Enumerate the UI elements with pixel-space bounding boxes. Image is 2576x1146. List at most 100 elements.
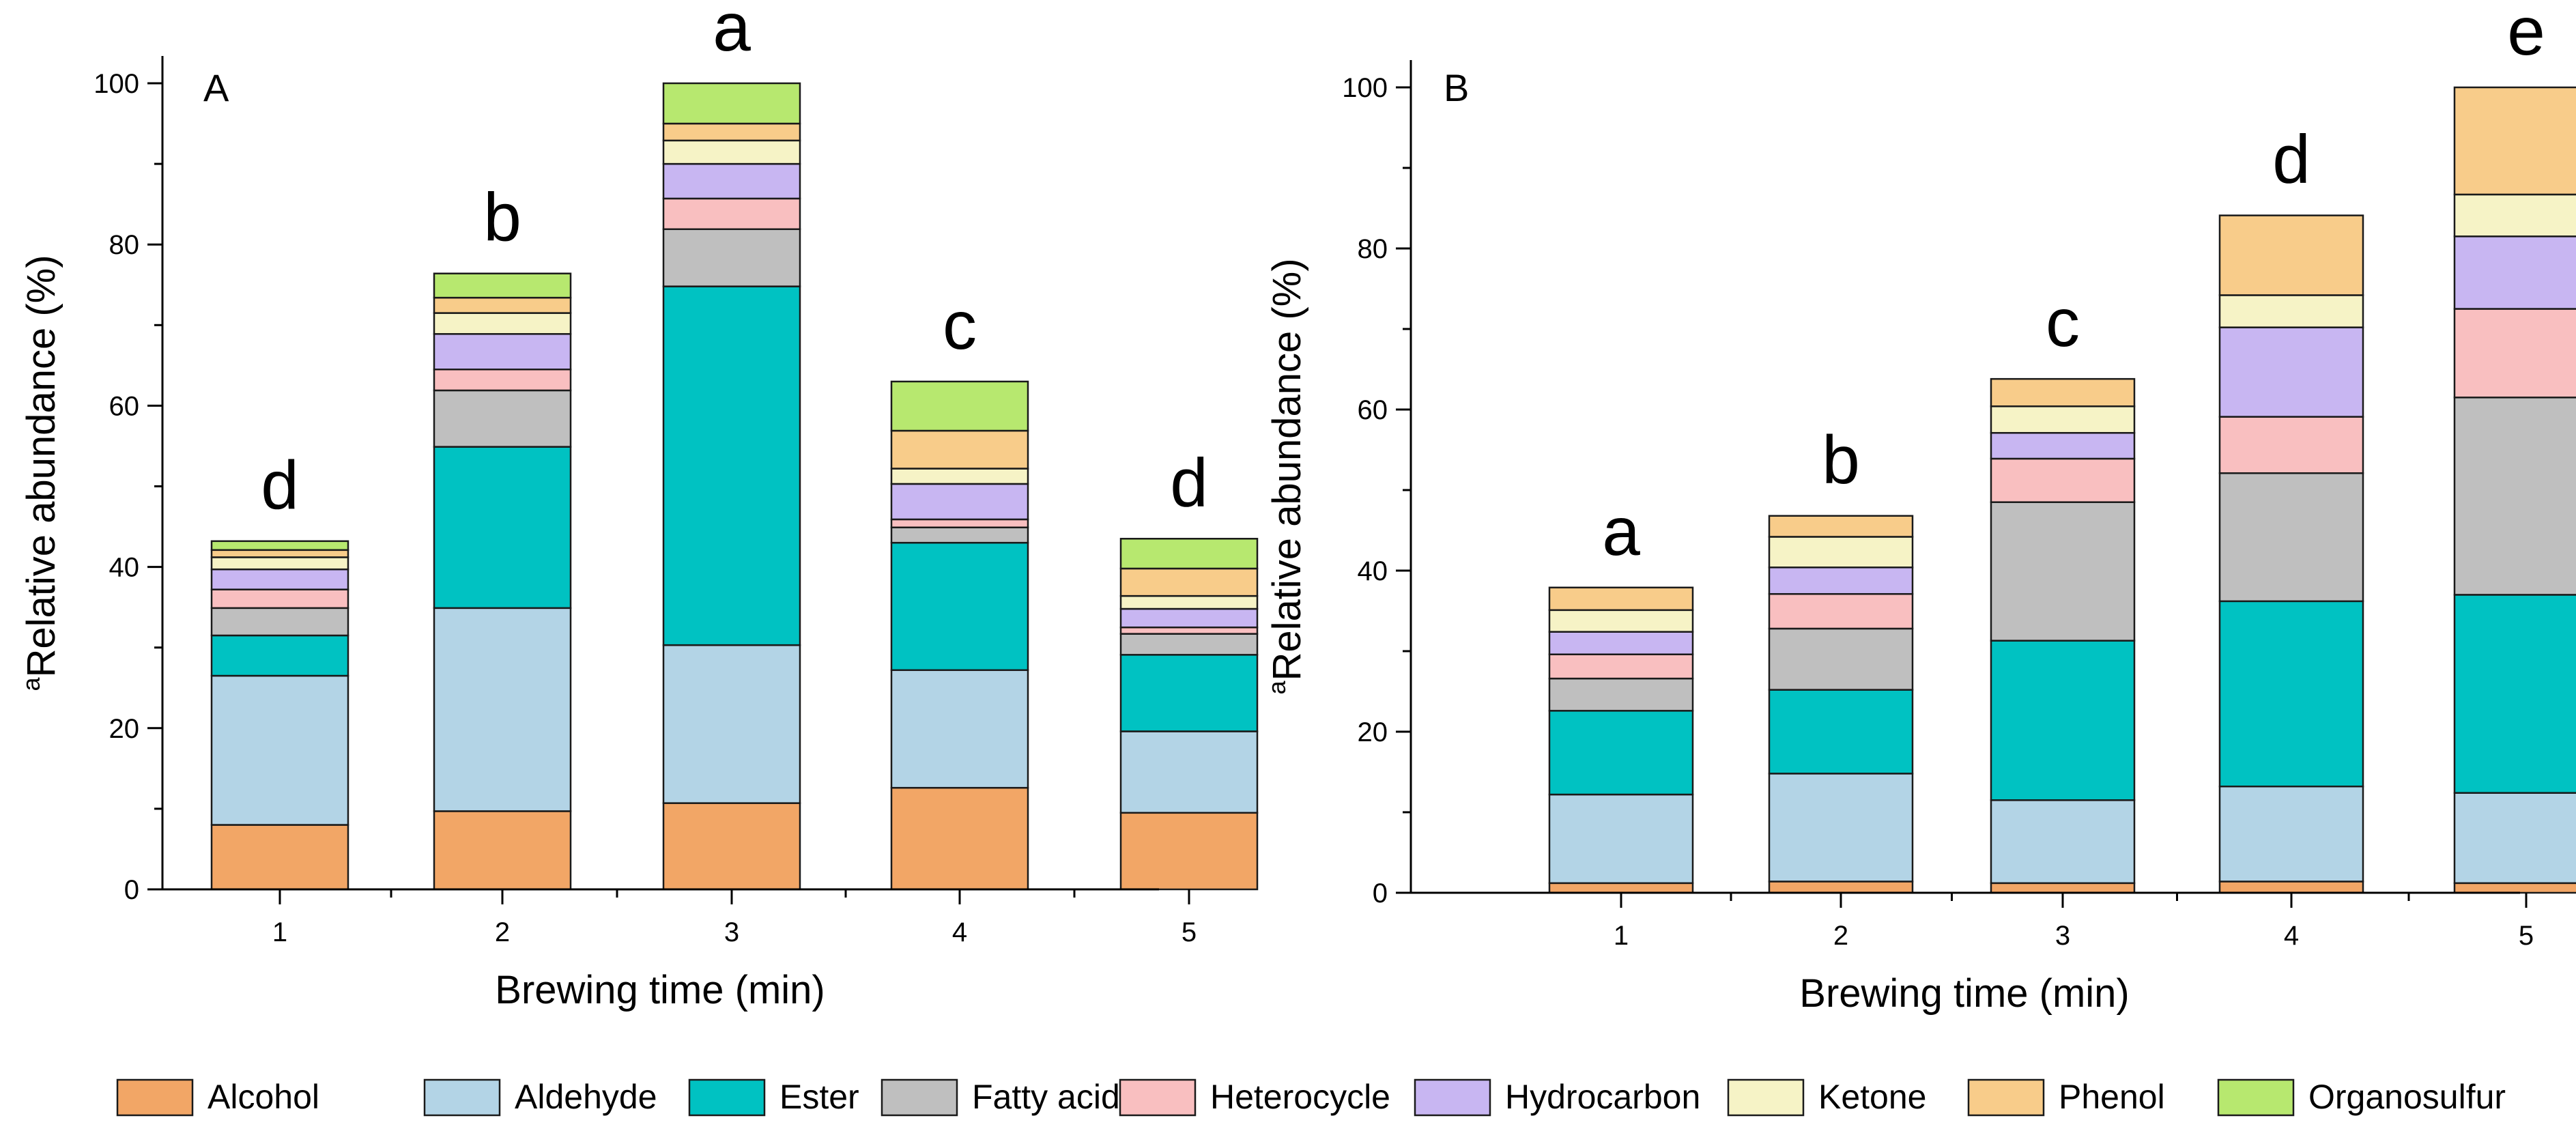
panel-a-bar-4-alcohol	[890, 786, 1029, 891]
panel-a-bar-2-heterocycle	[433, 369, 572, 392]
panel-b-bar-5-ester	[2453, 594, 2576, 794]
panel-a-bar-5-ester	[1119, 654, 1259, 732]
panel-b-bar-5-alcohol	[2453, 882, 2576, 894]
legend-label-fatty-acid: Fatty acid	[972, 1078, 1120, 1116]
panel-b-bars: a b c d e	[1548, 0, 2576, 894]
panel-a-bar-5-aldehyde	[1119, 730, 1259, 814]
panel-a-bar-4-fatty-acid	[890, 526, 1029, 544]
panel-a-ytick-label-0: 0	[124, 875, 139, 905]
panel-a-bar-2-organosulfur	[433, 272, 572, 299]
panel-a-xtick-label-3: 3	[724, 917, 739, 947]
panel-b-y-title-superscript: a	[1263, 681, 1291, 695]
panel-b-y-title-text: Relative abundance (%)	[1265, 258, 1309, 681]
panel-b-xtick-label-2: 2	[1833, 921, 1848, 951]
panel-b-ytick-label-20: 20	[1358, 717, 1388, 747]
panel-b-bar-2-hydrocarbon	[1768, 567, 1914, 595]
panel-a-bar-3-ester	[662, 285, 801, 646]
panel-b-sig-letter-5: e	[2507, 0, 2545, 70]
panel-a-y-title-superscript: a	[17, 677, 45, 691]
panel-b-bar-3-hydrocarbon	[1990, 431, 2136, 460]
panel-a-bar-2-fatty-acid	[433, 389, 572, 448]
legend-label-phenol: Phenol	[2059, 1078, 2165, 1116]
panel-b-sig-letter-3: c	[2046, 285, 2080, 361]
panel-a-bar-4-phenol	[890, 429, 1029, 470]
panel-a-bar-1-fatty-acid	[210, 607, 349, 637]
legend-swatch-fatty-acid	[881, 1078, 958, 1117]
legend-label-alcohol: Alcohol	[207, 1078, 319, 1116]
panel-b-bar-2-alcohol	[1768, 880, 1914, 894]
panel-a-bar-3-phenol	[662, 122, 801, 142]
panel-b-bar-1-ketone	[1548, 609, 1694, 633]
panel-a-bar-4-hydrocarbon	[890, 483, 1029, 521]
panel-b-bar-1-phenol	[1548, 586, 1694, 612]
legend-swatch-ester	[688, 1078, 766, 1117]
panel-a-bar-4-ester	[890, 541, 1029, 672]
panel-b-bar-5-ketone	[2453, 193, 2576, 238]
panel-a-bar-5-ketone	[1119, 595, 1259, 610]
panel-b-bar-5-aldehyde	[2453, 792, 2576, 885]
panel-a-bar-2-ketone	[433, 312, 572, 335]
panel-a-bar-1-organosulfur	[210, 540, 349, 551]
panel-a-ytick-label-40: 40	[109, 553, 140, 583]
panel-b-bar-3-phenol	[1990, 377, 2136, 407]
panel-a-xtick-label-5: 5	[1182, 917, 1197, 947]
panel-b-xtick-label-5: 5	[2519, 921, 2534, 951]
panel-b-ytick-label-100: 100	[1342, 73, 1388, 103]
panel-b-bar-5-hydrocarbon	[2453, 235, 2576, 310]
legend-swatch-phenol	[1967, 1078, 2045, 1117]
legend: Alcohol Aldehyde Ester Fatty acid Heterocycl…	[116, 1078, 2506, 1117]
panel-a-bar-3-organosulfur	[662, 82, 801, 125]
panel-b-xtick-label-1: 1	[1614, 921, 1629, 951]
panel-b-bar-3-ketone	[1990, 405, 2136, 434]
panel-b-label: B	[1444, 66, 1469, 109]
panel-b-bar-3-ester	[1990, 640, 2136, 801]
panel-b-bar-4-ketone	[2218, 294, 2364, 328]
panel-b-bar-1-alcohol	[1548, 882, 1694, 894]
panel-b-xtick-label-3: 3	[2055, 921, 2070, 951]
panel-b-bar-5-fatty-acid	[2453, 397, 2576, 596]
panel-a-bar-2-phenol	[433, 296, 572, 314]
panel-a-bar-4-organosulfur	[890, 380, 1029, 432]
panel-a-sig-letter-4: c	[943, 287, 977, 364]
panel-b-y-title: aRelative abundance (%)	[1263, 258, 1309, 694]
panel-b-bar-4-fatty-acid	[2218, 472, 2364, 603]
panel-b-bar-3-heterocycle	[1990, 457, 2136, 503]
panel-a-sig-letter-1: d	[261, 447, 299, 524]
panel-a-bar-3-aldehyde	[662, 644, 801, 804]
panel-a-x-title: Brewing time (min)	[495, 968, 825, 1012]
panel-a-xtick-label-1: 1	[272, 917, 287, 947]
panel-a-ytick-label-60: 60	[109, 391, 140, 421]
panel-a-bar-1-aldehyde	[210, 674, 349, 826]
panel-b-bar-4-alcohol	[2218, 880, 2364, 894]
panel-b-bar-1-fatty-acid	[1548, 677, 1694, 712]
panel-a-sig-letter-3: a	[713, 0, 751, 66]
panel-a-xtick-label-4: 4	[952, 917, 967, 947]
panel-a-bar-3-ketone	[662, 139, 801, 165]
panel-a-bar-1-ketone	[210, 556, 349, 571]
panel-a-bar-2-alcohol	[433, 810, 572, 891]
panel-b-sig-letter-4: d	[2272, 121, 2310, 198]
panel-a-bar-2-ester	[433, 446, 572, 610]
panel-b-bar-3-fatty-acid	[1990, 501, 2136, 642]
panel-b-bar-2-heterocycle	[1768, 592, 1914, 630]
panel-a-xtick-label-2: 2	[495, 917, 510, 947]
panel-a-bar-1-phenol	[210, 549, 349, 558]
panel-b-bar-1-ester	[1548, 710, 1694, 796]
panel-a-bar-2-hydrocarbon	[433, 333, 572, 371]
panel-a-ytick-label-80: 80	[109, 230, 140, 260]
panel-a-bar-5-heterocycle	[1119, 626, 1259, 635]
legend-label-heterocycle: Heterocycle	[1210, 1078, 1390, 1116]
panel-b-ytick-label-0: 0	[1373, 878, 1388, 908]
panel-a-bar-1-hydrocarbon	[210, 568, 349, 590]
legend-swatch-organosulfur	[2217, 1078, 2295, 1117]
panel-a-ytick-label-20: 20	[109, 714, 140, 744]
panel-a-bar-5-organosulfur	[1119, 538, 1259, 570]
panel-a-chart: d b a c d 0 20 40 60 80 100 1 2 3 4 5 A Brewing time (…	[17, 0, 1259, 1012]
panel-a-bar-5-fatty-acid	[1119, 633, 1259, 656]
legend-swatch-heterocycle	[1119, 1078, 1197, 1117]
panel-b-bar-2-phenol	[1768, 515, 1914, 538]
panel-a-bar-5-alcohol	[1119, 812, 1259, 891]
panel-a-ytick-label-100: 100	[94, 69, 139, 99]
panel-b-chart: a b c d e 0 20 40 60 80 100 1 2 3 4 5 B Brewing time (…	[1263, 0, 2576, 1016]
